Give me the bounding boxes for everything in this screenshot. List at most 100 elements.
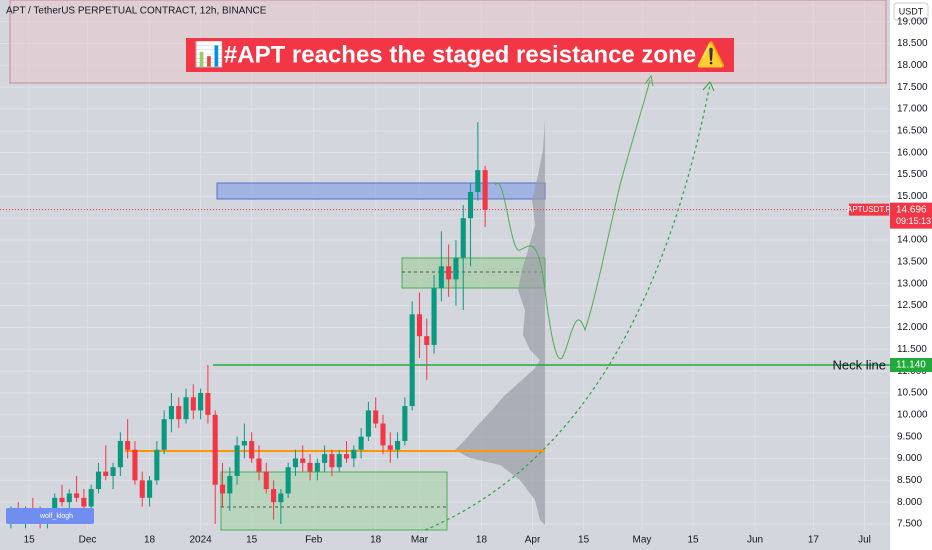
candle-body xyxy=(292,458,299,468)
candle-body xyxy=(395,441,401,450)
y-tick-label: 15.000 xyxy=(897,191,928,202)
y-tick-label: 17.500 xyxy=(897,82,928,93)
candle-body xyxy=(110,467,116,476)
candle-body xyxy=(241,441,247,446)
y-tick-label: 8.500 xyxy=(897,475,922,486)
candle-body xyxy=(431,288,437,345)
neck-line-value: 11.140 xyxy=(896,360,926,371)
candle-body xyxy=(402,406,408,442)
x-tick-label: 18 xyxy=(144,535,156,546)
candle-body xyxy=(409,314,415,407)
green-zone-low xyxy=(220,471,448,531)
x-tick-label: 15 xyxy=(24,535,36,546)
candle-body xyxy=(205,392,211,415)
x-tick-label: 15 xyxy=(246,535,258,546)
candle-body xyxy=(183,397,189,420)
candle-body xyxy=(52,497,58,516)
candle-body xyxy=(271,489,277,503)
candle-body xyxy=(453,257,459,280)
candle-body xyxy=(424,336,430,345)
candle-body xyxy=(161,419,167,450)
candle-body xyxy=(460,218,466,258)
blue-zone xyxy=(216,182,546,200)
price-value: 14.696 xyxy=(896,204,927,215)
candle-body xyxy=(132,449,138,481)
candle-body xyxy=(482,170,488,210)
symbol-tag xyxy=(849,203,889,216)
candle-body xyxy=(336,454,342,468)
candles xyxy=(8,122,488,529)
candle-body xyxy=(227,475,233,494)
y-tick-label: 12.500 xyxy=(897,300,928,311)
x-tick-label: Feb xyxy=(305,535,323,546)
x-tick-label: May xyxy=(633,535,652,546)
arrowhead xyxy=(702,81,715,92)
candle-body xyxy=(438,266,444,289)
candle-body xyxy=(95,471,102,490)
y-tick-label: 16.500 xyxy=(897,125,928,136)
y-tick-label: 19.000 xyxy=(897,16,928,27)
candle-body xyxy=(380,423,386,446)
x-tick-label: 15 xyxy=(687,535,699,546)
candle-body xyxy=(322,454,328,463)
candle-body xyxy=(74,493,80,498)
candle-body xyxy=(190,397,196,411)
y-tick-label: 10.500 xyxy=(897,388,928,399)
projection-dotted xyxy=(424,83,711,531)
x-tick-label: 15 xyxy=(578,535,590,546)
candle-body xyxy=(146,480,153,498)
y-tick-label: 18.500 xyxy=(897,38,928,49)
chart-title: 📊#APT reaches the staged resistance zone… xyxy=(194,40,726,68)
candle-body xyxy=(212,414,218,485)
x-tick-label: Apr xyxy=(525,535,541,546)
y-tick-label: 13.000 xyxy=(897,278,928,289)
volume-profile xyxy=(455,120,545,525)
projection xyxy=(494,79,651,360)
candle-body xyxy=(314,462,320,472)
candle-body xyxy=(139,480,145,498)
candle-body xyxy=(168,406,174,420)
symbol-label: APTUSDT.P xyxy=(847,205,891,214)
y-tick-label: 16.000 xyxy=(897,147,928,158)
x-tick-label: Jul xyxy=(858,535,871,546)
candle-body xyxy=(416,314,423,337)
candle-body xyxy=(256,458,262,472)
x-tick-label: 2024 xyxy=(189,535,212,546)
candle-body xyxy=(198,392,204,411)
y-tick-label: 14.000 xyxy=(897,235,928,246)
arrowhead xyxy=(644,74,654,87)
candle-body xyxy=(365,410,371,437)
candle-body xyxy=(176,406,182,420)
candle-body xyxy=(219,484,226,494)
candle-body xyxy=(81,497,87,507)
y-tick-label: 7.500 xyxy=(897,519,922,530)
candle-body xyxy=(329,454,335,468)
countdown: 09:15:13 xyxy=(896,216,931,226)
y-tick-label: 13.500 xyxy=(897,257,928,268)
y-tick-label: 18.000 xyxy=(897,60,928,71)
candle-body xyxy=(103,471,109,476)
candle-body xyxy=(59,497,65,503)
symbol-info: APT / TetherUS PERPETUAL CONTRACT, 12h, … xyxy=(6,6,267,17)
y-tick-label: 15.500 xyxy=(897,169,928,180)
x-tick-label: Mar xyxy=(411,535,429,546)
candle-body xyxy=(300,458,306,463)
price-tag xyxy=(890,202,932,229)
x-tick-label: Dec xyxy=(79,535,97,546)
candle-body xyxy=(285,467,291,494)
candle-body xyxy=(358,436,364,450)
x-tick-label: 18 xyxy=(370,535,382,546)
y-tick-label: 9.000 xyxy=(897,453,922,464)
currency: USDT xyxy=(899,6,924,16)
candle-body xyxy=(467,192,474,219)
watermark: wolf_klogh xyxy=(39,513,73,520)
candle-body xyxy=(88,489,94,507)
y-tick-label: 12.000 xyxy=(897,322,928,333)
x-tick-label: 18 xyxy=(476,535,488,546)
candle-body xyxy=(278,493,284,503)
currency-box xyxy=(893,2,929,21)
x-tick-label: Jun xyxy=(747,535,763,546)
candle-body xyxy=(343,454,350,459)
candle-body xyxy=(117,441,123,468)
